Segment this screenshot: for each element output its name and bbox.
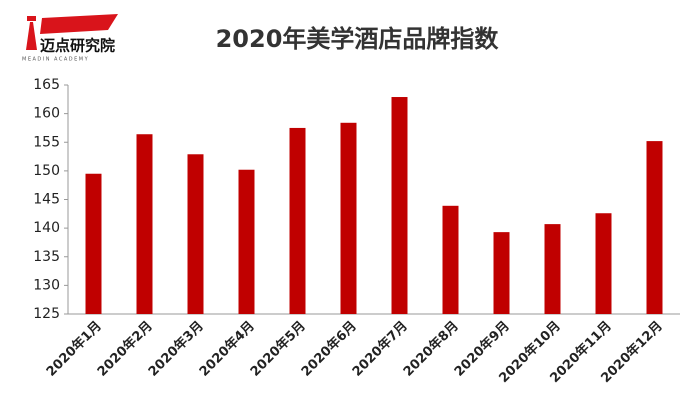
y-tick-label: 130	[33, 277, 60, 293]
logo-banner	[40, 14, 118, 34]
y-tick-label: 125	[33, 306, 60, 322]
logo-name: 迈点研究院	[40, 37, 115, 55]
bar	[340, 122, 357, 314]
bar	[289, 127, 306, 314]
bar	[595, 213, 612, 314]
logo-lamp	[27, 16, 36, 21]
bar	[238, 169, 255, 314]
logo-lighthouse	[26, 22, 37, 50]
bar	[442, 205, 459, 314]
chart-title: 2020年美学酒店品牌指数	[216, 25, 500, 53]
y-tick-label: 145	[33, 192, 60, 208]
y-tick-label: 155	[33, 134, 60, 150]
logo-subtitle: MEADIN ACADEMY	[22, 57, 89, 63]
bar	[646, 141, 663, 314]
y-tick-label: 160	[33, 106, 60, 122]
bar	[85, 173, 102, 314]
bar	[544, 224, 561, 314]
y-tick-label: 135	[33, 249, 60, 265]
bar	[493, 232, 510, 314]
bar	[136, 134, 153, 314]
y-tick-label: 140	[33, 220, 60, 236]
logo: 迈点研究院 MEADIN ACADEMY	[22, 14, 118, 63]
y-tick-label: 150	[33, 163, 60, 179]
bar	[187, 154, 204, 314]
y-tick-label: 165	[33, 77, 60, 93]
bar	[391, 97, 408, 315]
